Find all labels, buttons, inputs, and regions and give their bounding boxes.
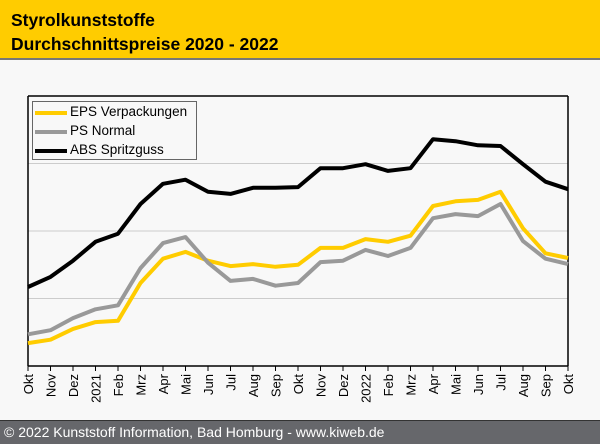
legend-swatch-eps: [35, 111, 67, 115]
x-tick-label: Dez: [66, 374, 81, 397]
x-tick-label: Feb: [381, 374, 396, 396]
x-tick-label: Sep: [539, 374, 554, 397]
legend-swatch-abs: [35, 149, 67, 153]
x-tick-label: Aug: [516, 374, 531, 397]
copyright-text: © 2022 Kunststoff Information, Bad Hombu…: [4, 424, 385, 440]
x-tick-label: Okt: [561, 374, 576, 395]
x-tick-label: Jun: [471, 374, 486, 395]
x-tick-label: Feb: [111, 374, 126, 396]
x-tick-label: Jun: [201, 374, 216, 395]
legend-label-abs: ABS Spritzguss: [70, 142, 164, 157]
x-tick-label: Okt: [291, 374, 306, 395]
x-tick-label: Okt: [21, 374, 36, 395]
footer-bar: © 2022 Kunststoff Information, Bad Hombu…: [0, 420, 600, 444]
legend-label-ps: PS Normal: [70, 123, 136, 138]
x-tick-label: 2021: [89, 374, 104, 403]
chart-legend: EPS Verpackungen PS Normal ABS Spritzgus…: [32, 101, 197, 160]
x-tick-label: Mai: [449, 374, 464, 395]
x-tick-label: 2022: [359, 374, 374, 403]
x-tick-label: Apr: [156, 373, 171, 394]
x-tick-label: Nov: [314, 374, 329, 398]
legend-item-abs: ABS Spritzguss: [35, 141, 195, 159]
legend-swatch-ps: [35, 130, 67, 134]
legend-label-eps: EPS Verpackungen: [70, 104, 188, 119]
x-tick-label: Aug: [246, 374, 261, 397]
line-chart: Okt Nov Dez 2021 Feb Mrz Apr Mai Jun Jul Aug Sep Okt…: [21, 95, 576, 403]
x-tick-label: Mai: [179, 374, 194, 395]
x-tick-label: Mrz: [134, 374, 149, 396]
header-banner: Styrolkunststoffe Durchschnittspreise 20…: [0, 0, 600, 60]
chart-title-line2: Durchschnittspreise 2020 - 2022: [11, 34, 279, 54]
x-tick-label: Sep: [269, 374, 284, 397]
chart-title-line1: Styrolkunststoffe: [11, 10, 155, 30]
x-tick-label: Apr: [426, 373, 441, 394]
x-tick-label: Jul: [224, 374, 239, 391]
legend-item-eps: EPS Verpackungen: [35, 103, 195, 121]
legend-item-ps: PS Normal: [35, 122, 195, 140]
x-tick-label: Mrz: [404, 374, 419, 396]
x-tick-label: Jul: [494, 374, 509, 391]
x-tick-label: Nov: [44, 374, 59, 398]
x-tick-label: Dez: [336, 374, 351, 397]
